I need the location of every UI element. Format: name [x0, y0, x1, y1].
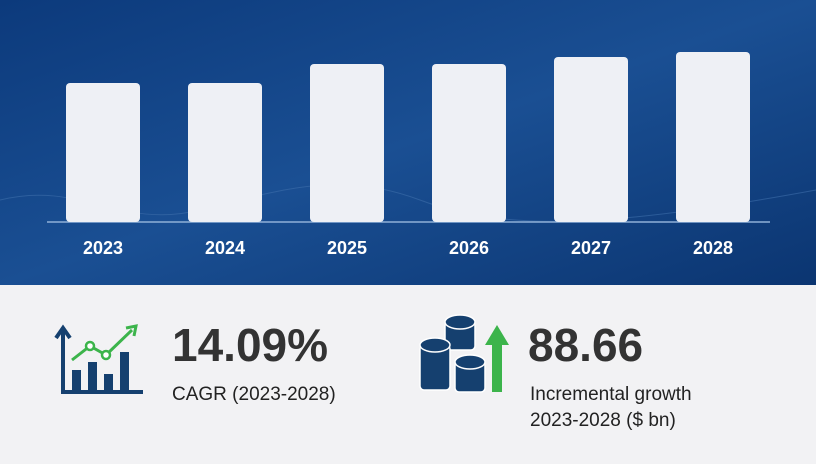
- bars: 2023 2024 2025 2026 2027 2028: [66, 52, 750, 258]
- bar: [676, 52, 750, 222]
- x-tick-label: 2028: [693, 238, 733, 258]
- bar: [554, 57, 628, 222]
- cagr-icon: [54, 324, 143, 394]
- cagr-label: CAGR (2023-2028): [172, 384, 336, 405]
- growth-label: 2023-2028 ($ bn): [530, 410, 676, 431]
- coins-icon: [419, 314, 509, 393]
- growth-label: Incremental growth: [530, 384, 692, 405]
- bar: [432, 64, 506, 222]
- x-tick-label: 2024: [205, 238, 245, 258]
- x-tick-label: 2025: [327, 238, 367, 258]
- growth-value: 88.66: [528, 319, 643, 371]
- bar: [310, 64, 384, 222]
- cagr-value: 14.09%: [172, 319, 328, 371]
- summary-panel: [0, 285, 816, 464]
- bar: [188, 83, 262, 222]
- bar: [66, 83, 140, 222]
- x-tick-label: 2026: [449, 238, 489, 258]
- x-tick-label: 2023: [83, 238, 123, 258]
- x-tick-label: 2027: [571, 238, 611, 258]
